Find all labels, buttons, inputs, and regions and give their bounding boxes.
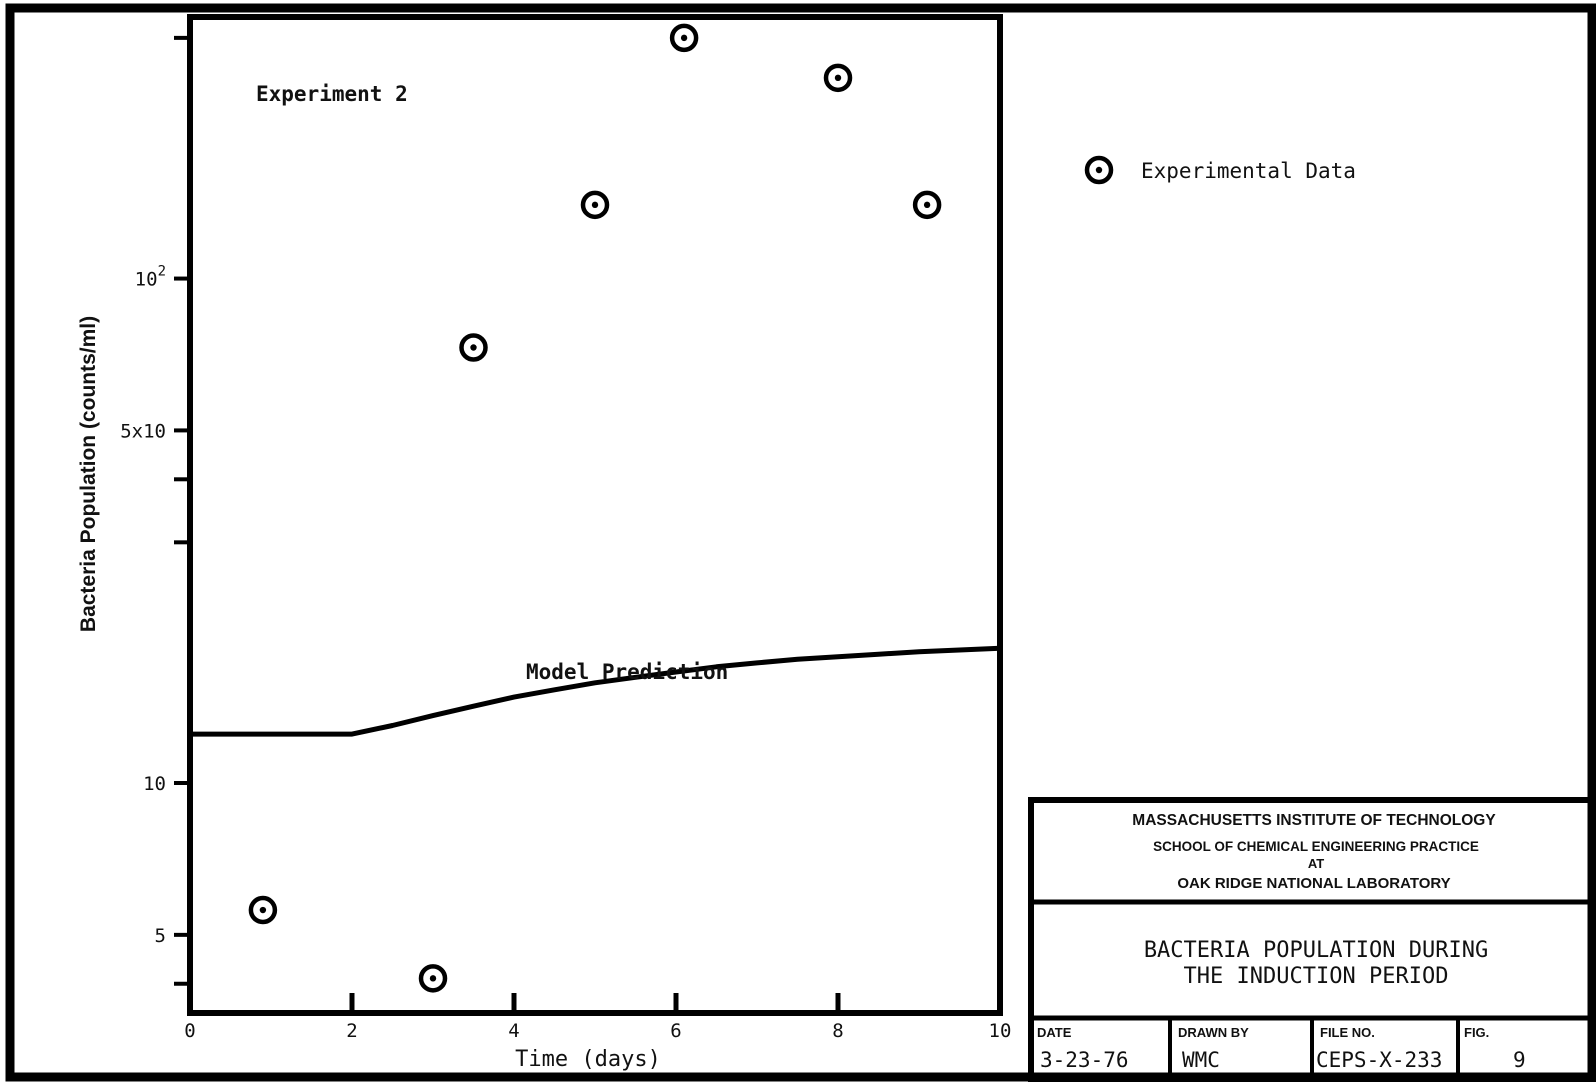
date-label: DATE (1037, 1025, 1072, 1040)
x-axis-label: Time (days) (515, 1047, 661, 1072)
data-point-dot (429, 975, 437, 982)
data-point (459, 333, 488, 362)
experimental-data-series (248, 23, 942, 993)
data-point (418, 964, 448, 993)
plot-frame (187, 14, 1003, 1016)
figure-title-line-2: THE INDUCTION PERIOD (1184, 964, 1449, 989)
data-point-dot (923, 201, 931, 209)
y-tick-label: 102 (135, 264, 166, 291)
data-point (823, 63, 853, 93)
y-tick-label: 5 (155, 925, 166, 947)
data-point-dot (834, 74, 842, 82)
legend-label: Experimental Data (1141, 159, 1356, 183)
data-point (248, 895, 278, 925)
x-tick-label: 10 (989, 1020, 1012, 1042)
legend: Experimental Data (1084, 155, 1356, 185)
fig-value: 9 (1513, 1048, 1526, 1072)
model-prediction-series (190, 645, 1001, 737)
at-text: AT (1308, 856, 1324, 871)
date-value: 3-23-76 (1040, 1048, 1129, 1072)
x-tick-label: 2 (346, 1020, 357, 1042)
figure-title-line-1: BACTERIA POPULATION DURING (1144, 938, 1488, 963)
y-tick-label: 5x10 (120, 420, 166, 442)
legend-marker-icon (1084, 155, 1114, 185)
model-prediction-label: Model Prediction (526, 660, 728, 684)
file-no-label: FILE NO. (1320, 1025, 1375, 1040)
data-point-dot (591, 201, 599, 209)
model-prediction-line (190, 645, 1001, 737)
x-axis-ticks: 0 2 4 6 8 10 (184, 993, 1011, 1042)
legend-marker-dot (1095, 166, 1103, 174)
x-tick-label: 8 (832, 1020, 843, 1042)
fig-label: FIG. (1464, 1025, 1489, 1040)
plot-label: Experiment 2 (256, 82, 408, 106)
lab-name: OAK RIDGE NATIONAL LABORATORY (1177, 875, 1450, 892)
data-point-dot (470, 344, 477, 351)
data-point (912, 190, 942, 220)
x-tick-label: 4 (508, 1020, 519, 1042)
y-axis-label: Bacteria Population (counts/ml) (77, 316, 100, 632)
institute-name: MASSACHUSETTS INSTITUTE OF TECHNOLOGY (1132, 812, 1496, 829)
drawn-by-value: WMC (1182, 1048, 1220, 1072)
sheet-border (5, 3, 1596, 1082)
x-tick-label: 0 (184, 1020, 195, 1042)
x-tick-label: 6 (670, 1020, 681, 1042)
data-point-dot (680, 34, 688, 42)
drawn-by-label: DRAWN BY (1178, 1025, 1249, 1040)
file-no-value: CEPS-X-233 (1316, 1048, 1442, 1072)
data-point-dot (259, 906, 267, 914)
title-block: MASSACHUSETTS INSTITUTE OF TECHNOLOGY SC… (1028, 797, 1596, 1082)
school-name: SCHOOL OF CHEMICAL ENGINEERING PRACTICE (1153, 839, 1479, 854)
data-point (580, 190, 610, 220)
y-axis-ticks: 5 10 5x10 102 (120, 35, 190, 986)
y-tick-label: 10 (143, 773, 166, 795)
data-point (669, 23, 699, 53)
